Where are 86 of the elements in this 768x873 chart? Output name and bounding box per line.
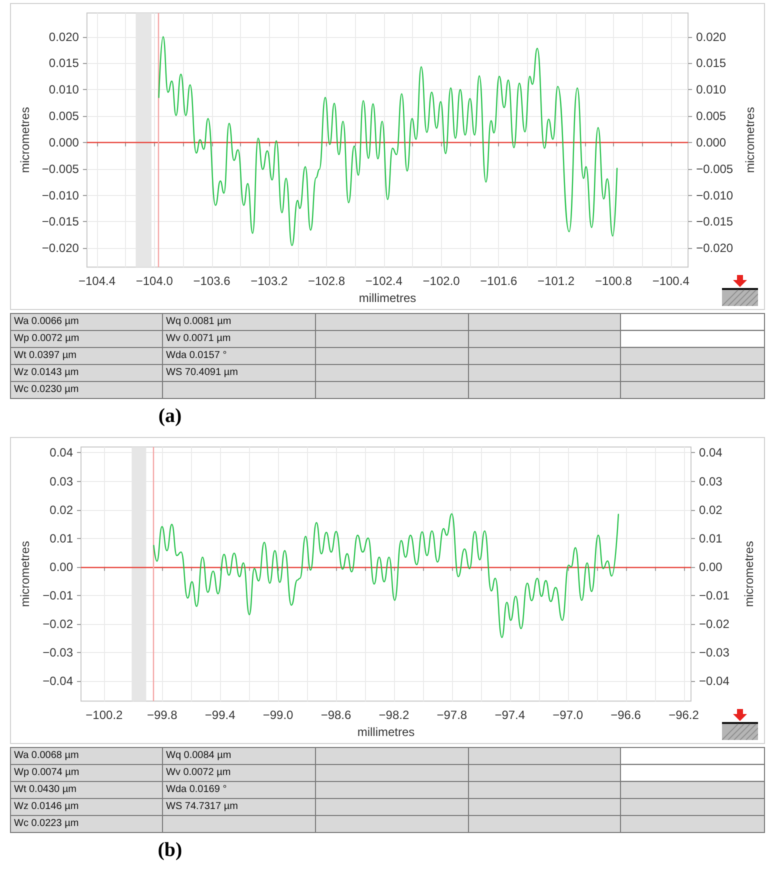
x-tick-label: −97.8 <box>436 708 468 722</box>
y-tick-label: −0.03 <box>42 646 74 660</box>
text: Wa 0.0066 µm <box>14 316 79 328</box>
y2-tick-label: −0.02 <box>699 617 730 632</box>
y-tick-label: −0.04 <box>42 674 74 688</box>
x-tick-label: −97.4 <box>494 708 526 722</box>
y2-tick-label: −0.04 <box>699 674 730 688</box>
x-tick-label: −104.0 <box>136 274 174 288</box>
y-tick-label: −0.015 <box>42 214 80 229</box>
y-tick-label: −0.02 <box>42 617 74 632</box>
text: Wz 0.0143 µm <box>14 367 79 379</box>
text: Wp 0.0074 µm <box>14 767 80 779</box>
y2-tick-label: 0.000 <box>696 135 726 150</box>
x-tick-label: −99.4 <box>204 708 236 722</box>
text: Wv 0.0072 µm <box>166 767 231 779</box>
x-tick-label: −97.0 <box>552 708 584 722</box>
text: Wp 0.0072 µm <box>14 333 80 345</box>
y-tick-label: 0.02 <box>50 502 74 517</box>
text: Wt 0.0397 µm <box>14 350 76 362</box>
x-axis-title: millimetres <box>357 725 415 739</box>
text: Wv 0.0071 µm <box>166 333 231 345</box>
x-tick-label: −101.2 <box>538 274 575 288</box>
y2-tick-label: 0.015 <box>696 56 726 70</box>
y-tick-label: −0.020 <box>42 241 80 256</box>
y2-tick-label: 0.03 <box>699 474 723 488</box>
y2-tick-label: 0.04 <box>699 446 723 460</box>
text: WS 74.7317 µm <box>166 801 238 813</box>
text: (a) <box>158 405 182 427</box>
x-tick-label: −100.4 <box>652 274 690 288</box>
y2-tick-label: −0.015 <box>696 214 734 229</box>
text: Wc 0.0223 µm <box>14 818 79 830</box>
x-tick-label: −98.2 <box>378 708 410 722</box>
y-tick-label: 0.00 <box>50 560 74 574</box>
text: Wt 0.0430 µm <box>14 784 76 796</box>
line-series <box>158 36 618 246</box>
x-tick-label: −103.2 <box>250 274 288 288</box>
line-series <box>153 513 620 638</box>
y2-tick-label: 0.010 <box>696 82 726 97</box>
text: Wc 0.0230 µm <box>14 384 79 396</box>
x-tick-label: −96.6 <box>610 708 642 722</box>
y2-tick-label: 0.005 <box>696 109 726 124</box>
y-axis-title: micrometres <box>18 541 32 608</box>
y-axis-title: micrometres <box>18 107 32 174</box>
y2-tick-label: −0.010 <box>696 188 734 202</box>
y-tick-label: −0.005 <box>42 162 80 176</box>
x-tick-label: −101.6 <box>480 274 518 288</box>
y2-tick-label: −0.03 <box>699 646 730 660</box>
x-tick-label: −96.2 <box>668 708 700 722</box>
x-tick-label: −104.4 <box>78 274 116 288</box>
text: Wda 0.0157 ° <box>166 350 227 362</box>
y2-tick-label: 0.00 <box>699 560 723 574</box>
y-tick-label: 0.015 <box>48 56 80 70</box>
text: Wq 0.0081 µm <box>166 316 232 328</box>
y2-tick-label: 0.020 <box>696 30 726 44</box>
y2-tick-label: 0.01 <box>699 531 723 546</box>
y-tick-label: −0.010 <box>42 188 80 202</box>
y2-tick-label: −0.01 <box>699 588 730 602</box>
text: Wq 0.0084 µm <box>166 750 232 762</box>
x-tick-label: −102.0 <box>422 274 460 288</box>
x-tick-label: −99.8 <box>146 708 178 722</box>
x-axis-title: millimetres <box>358 291 416 305</box>
y-tick-label: 0.01 <box>50 531 74 546</box>
y2-axis-title: micrometres <box>743 107 757 174</box>
y-tick-label: 0.03 <box>50 474 74 488</box>
y2-tick-label: 0.02 <box>699 502 723 517</box>
y2-axis-title: micrometres <box>742 541 756 608</box>
text: Wa 0.0068 µm <box>14 750 79 762</box>
x-tick-label: −100.2 <box>86 708 124 722</box>
y-tick-label: 0.04 <box>50 446 74 460</box>
y-tick-label: 0.010 <box>48 82 80 97</box>
x-tick-label: −98.6 <box>320 708 352 722</box>
text: Wz 0.0146 µm <box>14 801 79 813</box>
x-tick-label: −102.8 <box>308 274 346 288</box>
x-tick-label: −100.8 <box>594 274 632 288</box>
y-tick-label: 0.020 <box>48 30 80 44</box>
y-tick-label: 0.000 <box>48 135 80 150</box>
y2-tick-label: −0.005 <box>696 162 734 176</box>
text: (b) <box>158 839 182 861</box>
x-tick-label: −99.0 <box>262 708 294 722</box>
text: Wda 0.0169 ° <box>166 784 227 796</box>
y-tick-label: 0.005 <box>48 109 80 124</box>
y2-tick-label: −0.020 <box>696 241 734 256</box>
x-tick-label: −103.6 <box>193 274 231 288</box>
y-tick-label: −0.01 <box>42 588 74 602</box>
x-tick-label: −102.4 <box>365 274 403 288</box>
text: WS 70.4091 µm <box>166 367 238 379</box>
